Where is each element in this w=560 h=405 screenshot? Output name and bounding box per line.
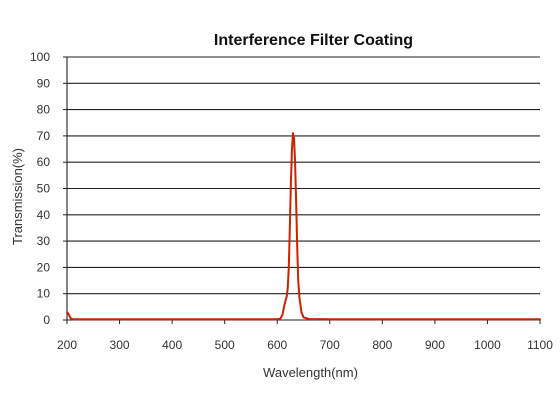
- y-tick-label-10: 10: [37, 287, 51, 301]
- y-tick-label-50: 50: [37, 182, 51, 196]
- y-tick-label-60: 60: [37, 155, 51, 169]
- y-tick-label-90: 90: [37, 76, 51, 90]
- x-tick-label-300: 300: [110, 338, 130, 352]
- y-tick-label-70: 70: [37, 129, 51, 143]
- y-tick-label-20: 20: [37, 260, 51, 274]
- x-tick-labels: 200 300 400 500 600 700 800 900 1000 1100: [57, 338, 553, 352]
- x-tick-label-1100: 1100: [527, 338, 553, 352]
- y-tick-label-40: 40: [37, 208, 51, 222]
- series-layer: [66, 132, 541, 321]
- x-tick-label-600: 600: [267, 338, 287, 352]
- y-tick-label-30: 30: [37, 234, 51, 248]
- x-axis-title: Wavelength(nm): [263, 365, 358, 380]
- y-tick-label-0: 0: [43, 313, 50, 327]
- series-line-0: [66, 132, 541, 321]
- axes: [63, 56, 541, 324]
- x-tick-label-400: 400: [162, 338, 182, 352]
- gridlines: [67, 56, 540, 295]
- x-tick-label-1000: 1000: [474, 338, 501, 352]
- y-axis-title: Transmission(%): [10, 148, 25, 245]
- y-tick-label-80: 80: [37, 103, 51, 117]
- chart-title: Interference Filter Coating: [214, 32, 413, 49]
- x-tick-label-700: 700: [320, 338, 340, 352]
- y-tick-labels: 0 10 20 30 40 50 60 70 80 90 100: [30, 50, 50, 327]
- x-tick-label-500: 500: [215, 338, 235, 352]
- x-tick-label-900: 900: [425, 338, 445, 352]
- x-tick-label-200: 200: [57, 338, 77, 352]
- x-tick-label-800: 800: [372, 338, 392, 352]
- y-tick-label-100: 100: [30, 50, 50, 64]
